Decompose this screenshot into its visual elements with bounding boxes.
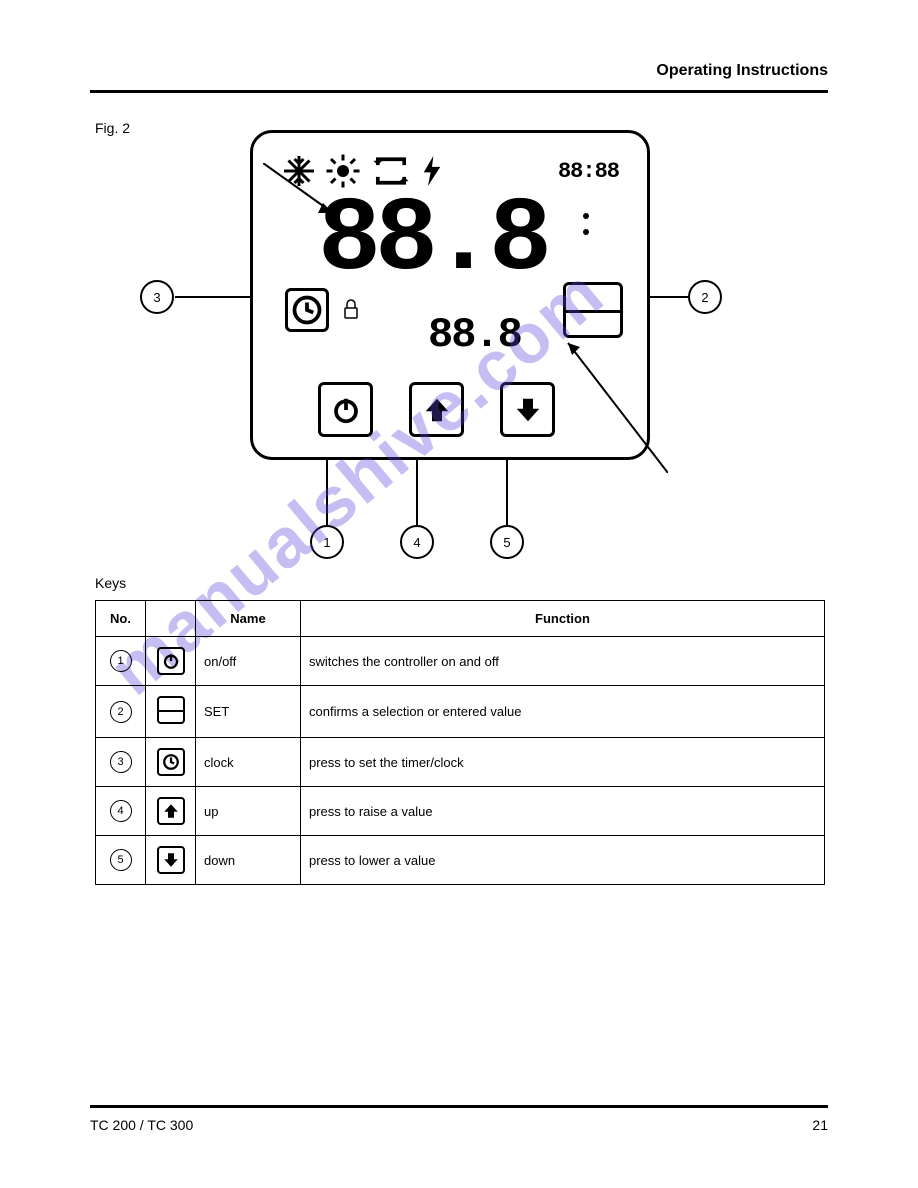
controller-panel: 88:88 88.8 88.8 [250,130,650,460]
clock-button[interactable] [285,288,329,332]
control-panel-diagram: 3 2 1 4 5 88:88 88.8 [230,130,690,550]
callout-5: 5 [490,525,524,559]
callout-1: 1 [310,525,344,559]
table-row: 2 SET confirms a selection or entered va… [96,686,825,738]
row-number: 5 [110,849,132,871]
col-name: Name [196,601,301,637]
key-name: SET [196,686,301,738]
col-no: No. [96,601,146,637]
set-button[interactable] [563,282,623,338]
callout-3: 3 [140,280,174,314]
key-function: confirms a selection or entered value [301,686,825,738]
key-function: press to set the timer/clock [301,738,825,787]
callout-4: 4 [400,525,434,559]
key-function: press to lower a value [301,836,825,885]
power-icon [157,647,185,675]
footer-model: TC 200 / TC 300 [90,1117,193,1133]
main-display: 88.8 [318,188,546,293]
row-number: 4 [110,800,132,822]
power-button[interactable] [318,382,373,437]
arrow-down-icon [157,846,185,874]
key-name: clock [196,738,301,787]
clock-display-small: 88:88 [558,159,619,184]
key-function: switches the controller on and off [301,637,825,686]
header-title: Operating Instructions [656,62,828,80]
lock-icon [343,298,359,320]
row-number: 2 [110,701,132,723]
col-icon [146,601,196,637]
bottom-rule [90,1105,828,1108]
key-name: down [196,836,301,885]
callout-line-3 [175,296,255,298]
row-number: 3 [110,751,132,773]
arrow-up-icon [422,395,452,425]
clock-icon [157,748,185,776]
footer-page: 21 [812,1117,828,1133]
arrow-down-icon [513,395,543,425]
key-function: press to raise a value [301,787,825,836]
keys-section-title: Keys [95,575,126,591]
clock-icon [292,295,322,325]
arrow-up-icon [157,797,185,825]
key-name: up [196,787,301,836]
down-button[interactable] [500,382,555,437]
table-row: 1 on/off switches the controller on and … [96,637,825,686]
degree-dots [583,213,589,235]
power-icon [331,395,361,425]
col-function: Function [301,601,825,637]
up-button[interactable] [409,382,464,437]
key-name: on/off [196,637,301,686]
keys-table: No. Name Function 1 on/off switches the … [95,600,825,885]
callout-2: 2 [688,280,722,314]
pointer-arrow-set [558,333,668,473]
set-display: 88.8 [428,311,521,359]
table-row: 4 up press to raise a value [96,787,825,836]
table-row: 3 clock press to set the timer/clock [96,738,825,787]
top-rule [90,90,828,93]
set-icon [157,696,185,724]
figure-label: Fig. 2 [95,120,130,136]
table-row: 5 down press to lower a value [96,836,825,885]
row-number: 1 [110,650,132,672]
snowflake-icon [281,153,317,189]
